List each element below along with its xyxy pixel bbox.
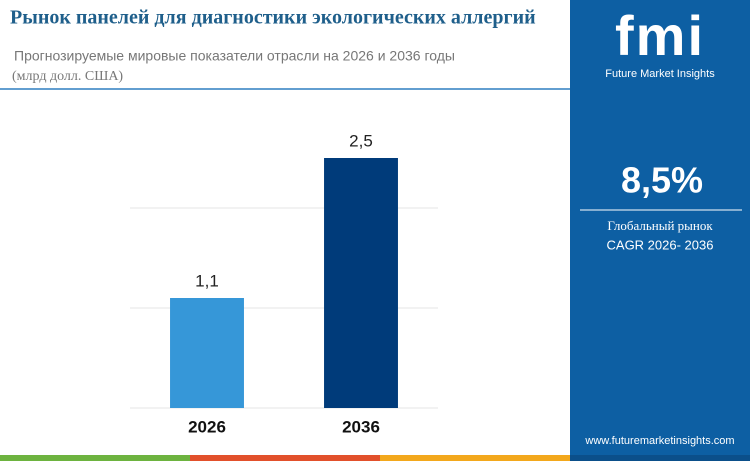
cagr-caption: CAGR 2026- 2036 <box>607 237 714 252</box>
website: www.futuremarketinsights.com <box>584 435 734 447</box>
x-tick-label: 2026 <box>188 417 226 436</box>
bar <box>324 158 398 408</box>
plot: 2026 1,1 2036 2,5 <box>130 131 438 436</box>
chart-title: Рынок панелей для диагностики экологичес… <box>10 7 536 29</box>
footer-strip <box>380 455 570 461</box>
value-label: 2,5 <box>349 131 373 150</box>
bar <box>170 298 244 408</box>
sidebar <box>570 0 750 461</box>
x-tick-label: 2036 <box>342 417 380 436</box>
value-label: 1,1 <box>195 271 219 290</box>
brand-logo: fmi <box>615 4 705 67</box>
footer-strip <box>570 455 750 461</box>
footer-strip <box>190 455 380 461</box>
brand-name: Future Market Insights <box>605 68 715 80</box>
footer-strip <box>0 455 190 461</box>
unit-label: (млрд долл. США) <box>12 69 123 84</box>
cagr-caption: Глобальный рынок <box>607 218 713 233</box>
chart-subtitle: Прогнозируемые мировые показатели отрасл… <box>14 48 455 64</box>
cagr-value: 8,5% <box>621 160 703 201</box>
